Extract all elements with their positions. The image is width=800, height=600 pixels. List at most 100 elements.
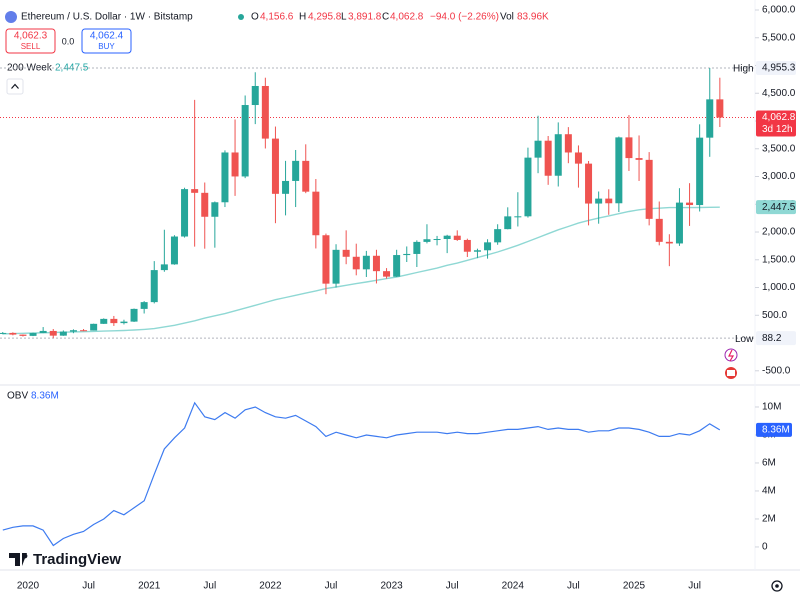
candle-body <box>433 239 441 241</box>
y-tick-label: 3,000.0 <box>762 171 796 182</box>
x-tick-label: 2020 <box>17 581 40 592</box>
ohlc-value: 4,156.6 <box>260 12 294 23</box>
sell-price[interactable]: 4,062.3 <box>14 31 48 42</box>
ohlc-value: 4,062.8 <box>390 12 424 23</box>
market-status <box>238 14 244 20</box>
y-tick-label: 2M <box>762 514 776 525</box>
candle-body <box>383 271 391 277</box>
event-icon[interactable] <box>724 348 738 362</box>
obv-legend-value: 8.36M <box>31 391 59 402</box>
candle-body <box>170 236 178 265</box>
candle-body <box>595 198 603 204</box>
candle-body <box>716 99 724 118</box>
candle-body <box>191 189 199 193</box>
x-tick-label: Jul <box>567 581 580 592</box>
low-box <box>756 331 796 346</box>
candle-body <box>201 192 209 217</box>
settings-icon <box>775 584 779 588</box>
candle-body <box>696 137 704 206</box>
candle-body <box>90 323 98 331</box>
candle-body <box>453 235 461 240</box>
bar-countdown: 3d 12h <box>762 124 793 135</box>
moving-average-line <box>2 206 720 335</box>
y-tick-label: 0 <box>762 542 768 553</box>
candle-body <box>393 255 401 277</box>
obv-line <box>2 401 721 547</box>
candle-body <box>504 216 512 230</box>
x-tick-label: Jul <box>325 581 338 592</box>
ohlc-key: H <box>299 12 306 23</box>
logo-mark <box>22 553 28 559</box>
candle-body <box>261 85 269 139</box>
candle-body <box>292 160 300 181</box>
ma-value: 2,447.5 <box>762 202 796 213</box>
candle-body <box>181 189 189 237</box>
buy-price[interactable]: 4,062.4 <box>90 31 124 42</box>
obv-value: 8.36M <box>762 425 790 436</box>
candle-body <box>605 198 613 204</box>
candle-body <box>473 250 481 252</box>
candle-body <box>706 99 714 138</box>
candle-body <box>322 235 330 284</box>
candle-body <box>524 157 532 217</box>
x-tick-label: 2022 <box>259 581 282 592</box>
candle-body <box>413 241 421 254</box>
symbol-logo[interactable] <box>5 11 17 23</box>
event-icon-glyph <box>727 370 735 376</box>
event-icon-glyph <box>728 349 735 362</box>
candle-body <box>625 137 633 159</box>
last-price-value: 4,062.8 <box>762 112 796 123</box>
candle-body <box>544 140 552 176</box>
symbol-title[interactable]: Ethereum / U.S. Dollar · 1W · Bitstamp <box>21 12 193 23</box>
candle-body <box>120 321 128 324</box>
ma-legend-value: 2,447.5 <box>55 63 89 74</box>
x-tick-label: 2021 <box>138 581 161 592</box>
collapse-button[interactable] <box>6 78 24 95</box>
y-tick-label: 2,000.0 <box>762 227 796 238</box>
buy-button[interactable] <box>81 28 132 54</box>
candle-body <box>332 249 340 284</box>
candle-body <box>423 239 431 242</box>
x-tick-label: 2025 <box>623 581 646 592</box>
collapse-icon <box>11 83 19 89</box>
logo-mark <box>9 553 27 566</box>
buy-label[interactable]: BUY <box>98 42 115 51</box>
candle-body <box>231 152 239 177</box>
ohlc-key: C <box>382 12 389 23</box>
high-box <box>756 60 796 75</box>
ohlc-key: O <box>251 12 259 23</box>
y-tick-label: 1,500.0 <box>762 254 796 265</box>
y-tick-label: 500.0 <box>762 310 787 321</box>
candle-body <box>362 255 370 270</box>
sell-button[interactable] <box>5 28 56 54</box>
x-tick-label: 2024 <box>502 581 525 592</box>
candle-body <box>302 160 310 192</box>
candle-body <box>645 159 653 219</box>
y-tick-label: 6M <box>762 458 776 469</box>
candle-body <box>675 202 683 244</box>
x-tick-label: Jul <box>688 581 701 592</box>
obv-legend-name[interactable]: OBV <box>7 391 28 402</box>
ohlc-key: L <box>341 12 347 23</box>
y-tick-label: 4M <box>762 486 776 497</box>
candle-body <box>49 330 57 336</box>
candle-body <box>160 264 168 271</box>
candle-body <box>665 241 673 244</box>
candle-body <box>59 331 67 336</box>
settings-button[interactable] <box>771 580 783 592</box>
candle-body <box>9 332 17 335</box>
sell-label[interactable]: SELL <box>21 42 41 51</box>
low-name: Low <box>735 334 754 345</box>
candle-body <box>443 235 451 240</box>
logo-text[interactable]: TradingView <box>33 551 121 568</box>
ohlc-value: 4,295.8 <box>308 12 342 23</box>
candle-body <box>80 330 88 332</box>
low-value: 88.2 <box>762 333 782 344</box>
candle-body <box>312 191 320 236</box>
y-tick-label: 3,500.0 <box>762 143 796 154</box>
last-price-box <box>756 110 796 137</box>
volume-key: Vol <box>500 12 514 23</box>
candle-body <box>110 318 118 324</box>
candle-body <box>615 137 623 204</box>
y-tick-label: 10M <box>762 402 781 413</box>
